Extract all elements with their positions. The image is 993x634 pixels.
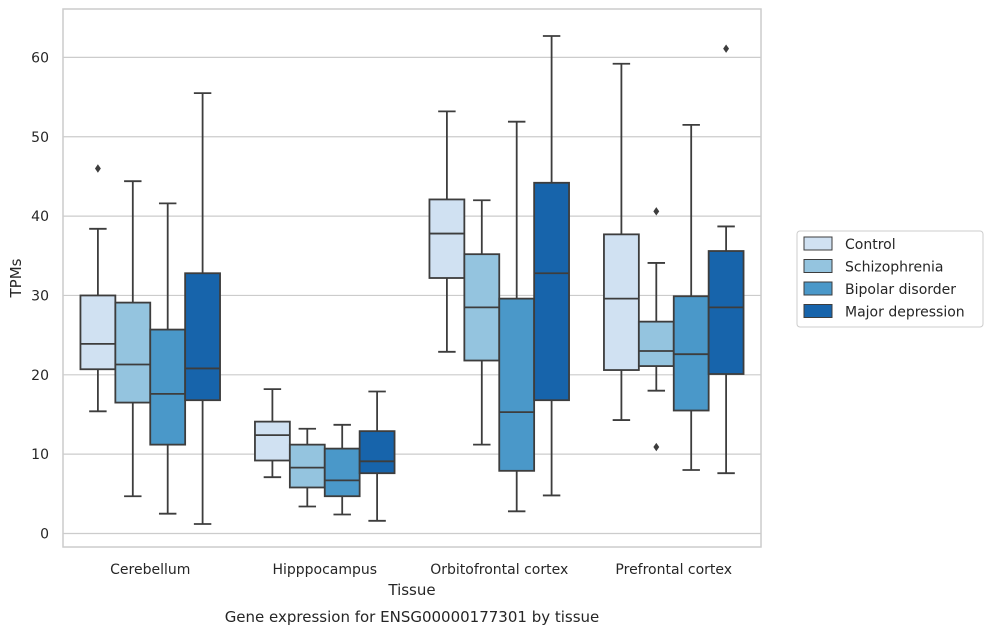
box-group: [254, 388, 396, 522]
legend-label: Bipolar disorder: [845, 282, 956, 298]
x-axis-label: Tissue: [387, 581, 435, 599]
plot-area-frame: [62, 8, 762, 548]
y-tick-label: 50: [31, 130, 49, 146]
x-tick-label: Cerebellum: [110, 562, 190, 578]
outlier-marker: [94, 164, 101, 173]
legend-swatch: [803, 259, 833, 273]
y-tick-labels: 0 10 20 30 40 50 60: [31, 50, 49, 542]
chart-caption: Gene expression for ENSG00000177301 by t…: [225, 608, 600, 626]
legend-item: Major depression: [803, 304, 965, 321]
legend-label: Schizophrenia: [845, 260, 943, 276]
box: [288, 443, 326, 489]
legend: Control Schizophrenia Bipolar disorder Majo…: [796, 230, 984, 328]
box: [498, 297, 536, 472]
legend-item: Schizophrenia: [803, 259, 943, 276]
y-tick-label: 30: [31, 288, 49, 304]
box-groups: [79, 35, 745, 525]
legend-label: Control: [845, 237, 896, 253]
outlier-marker: [653, 207, 660, 216]
legend-swatch: [803, 236, 833, 251]
box: [358, 430, 396, 475]
x-tick-labels: Cerebellum Hipppocampus Orbitofrontal cort…: [110, 562, 732, 578]
box-group: [79, 92, 221, 525]
y-tick-label: 10: [31, 447, 49, 463]
box: [637, 320, 675, 367]
legend-frame: [796, 230, 984, 328]
box: [533, 181, 570, 402]
legend-item: Control: [803, 236, 896, 253]
box: [707, 250, 745, 375]
outlier-marker: [653, 442, 660, 452]
box: [323, 447, 361, 498]
box: [254, 420, 291, 462]
box-group: [603, 44, 745, 475]
x-tick-label: Hipppocampus: [272, 562, 377, 578]
x-tick-label: Prefrontal cortex: [615, 562, 732, 578]
y-tick-label: 20: [31, 368, 49, 384]
box: [428, 198, 466, 279]
x-tick-label: Orbitofrontal cortex: [430, 562, 568, 578]
box-group: [428, 35, 570, 513]
box: [79, 294, 117, 371]
box: [184, 272, 221, 402]
box: [114, 301, 152, 404]
y-tick-label: 40: [31, 209, 49, 225]
legend-label: Major depression: [845, 305, 965, 321]
box: [149, 328, 187, 446]
legend-swatch: [803, 304, 833, 318]
legend-swatch: [803, 281, 833, 296]
y-axis-label: TPMs: [7, 258, 25, 298]
box: [603, 233, 640, 371]
y-tick-label: 0: [40, 527, 49, 543]
outlier-marker: [723, 44, 730, 53]
legend-item: Bipolar disorder: [803, 281, 956, 298]
y-tick-label: 60: [31, 50, 49, 66]
